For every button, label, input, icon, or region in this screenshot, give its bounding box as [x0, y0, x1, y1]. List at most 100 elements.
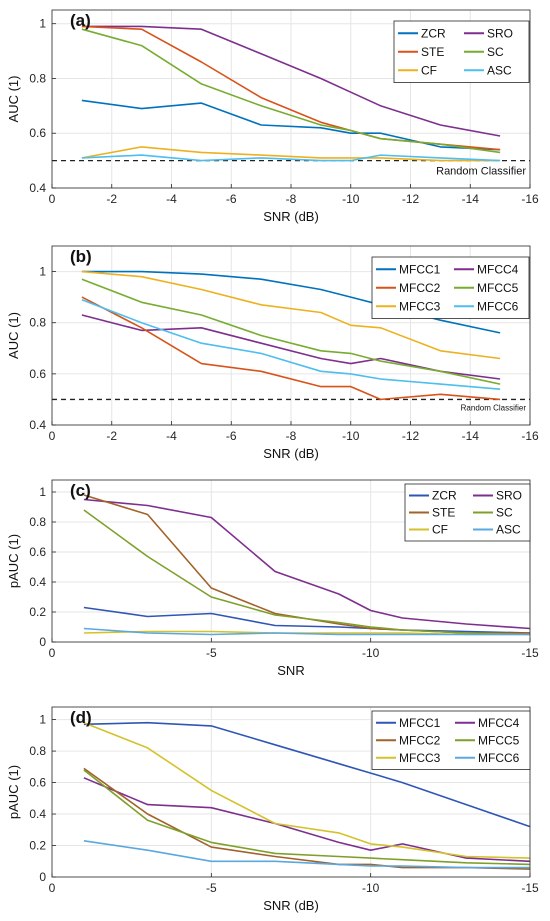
- y-tick-label: 0.6: [29, 367, 46, 381]
- x-tick-label: -16: [521, 429, 539, 443]
- legend: MFCC1 MFCC4 MFCC2 MFCC5 MFCC3 MFCC6: [371, 256, 530, 319]
- axes-box: [51, 479, 531, 643]
- random-classifier-label: Random Classifier: [461, 403, 527, 412]
- chart-b: Random Classifier 0 -2 -4 -6 -8 -10 -12 -14 -16 0.…: [6, 245, 539, 461]
- y-tick-label: 0.6: [29, 776, 46, 790]
- x-axis-label: SNR: [277, 663, 304, 678]
- legend-label-mfcc6: MFCC6: [477, 299, 519, 313]
- x-tick-label: -6: [226, 429, 237, 443]
- legend-label-ste: STE: [432, 506, 455, 520]
- y-tick-label: 1: [39, 713, 46, 727]
- series-line-mfcc1: [83, 721, 531, 828]
- x-axis-label: SNR (dB): [263, 446, 319, 461]
- panel-label: (a): [70, 11, 91, 30]
- y-axis-label: AUC (1): [6, 312, 21, 359]
- legend: ZCR SRO STE SC CF ASC: [404, 483, 531, 542]
- y-tick-label: 0: [39, 870, 46, 884]
- y-tick-label: 0.8: [29, 71, 46, 85]
- x-tick-label: 0: [49, 881, 56, 895]
- series-line-mfcc2: [81, 296, 501, 401]
- series-line-sc: [83, 509, 531, 636]
- y-tick-label: 0.4: [29, 575, 46, 589]
- x-tick-label: -5: [206, 881, 217, 895]
- series-line-asc: [83, 627, 530, 636]
- y-tick-label: 0.8: [29, 744, 46, 758]
- x-tick-label: -8: [286, 192, 297, 206]
- series-line-sro: [81, 25, 501, 137]
- legend-label-sc: SC: [496, 506, 513, 520]
- axes-box: [51, 706, 531, 878]
- x-tick-label: -4: [166, 192, 177, 206]
- legend-label-mfcc1: MFCC1: [399, 262, 441, 276]
- legend-label-cf: CF: [421, 63, 437, 77]
- legend-box: [371, 256, 530, 319]
- legend-label-mfcc1: MFCC1: [399, 716, 441, 730]
- series-line-mfcc6: [81, 298, 501, 390]
- series-line-asc: [81, 154, 501, 162]
- legend-label-ste: STE: [421, 45, 444, 59]
- panel-label: (c): [70, 481, 91, 500]
- y-tick-label: 0.8: [29, 316, 46, 330]
- x-tick-label: 0: [49, 429, 56, 443]
- x-tick-label: -2: [106, 429, 117, 443]
- x-tick-label: -12: [402, 192, 420, 206]
- chart-c: 0 -5 -10 -15 0 0.2 0.4 0.6 0.8 1 SNR pAUC (1) (c) ZCR…: [6, 479, 539, 678]
- chart-a: Random Classifier 0 -2 -4 -6 -8 -10 -12 -14 -16 0.…: [6, 9, 539, 224]
- legend-label-mfcc4: MFCC4: [478, 716, 520, 730]
- x-tick-label: -15: [521, 881, 539, 895]
- series-line-sro: [83, 498, 531, 630]
- series-line-mfcc3: [83, 721, 531, 859]
- legend-label-mfcc5: MFCC5: [478, 733, 520, 747]
- x-tick-label: -15: [521, 646, 539, 660]
- y-tick-label: 1: [39, 485, 46, 499]
- legend-label-mfcc5: MFCC5: [477, 281, 519, 295]
- x-tick-label: -12: [402, 429, 420, 443]
- series-line-zcr: [83, 606, 531, 634]
- x-tick-label: -5: [206, 646, 217, 660]
- y-tick-label: 1: [39, 265, 46, 279]
- y-tick-label: 0.2: [29, 605, 46, 619]
- chart-d: 0 -5 -10 -15 0 0.2 0.4 0.6 0.8 1 SNR (dB) pAUC (1) (…: [6, 706, 539, 913]
- x-tick-label: -14: [462, 429, 480, 443]
- x-tick-label: -8: [286, 429, 297, 443]
- legend-label-mfcc6: MFCC6: [478, 751, 520, 765]
- series-line-mfcc3: [81, 270, 501, 360]
- legend: ZCR SRO STE SC CF ASC: [393, 20, 530, 83]
- random-classifier-label: Random Classifier: [436, 166, 526, 178]
- legend-label-sro: SRO: [496, 489, 522, 503]
- series-line-mfcc5: [83, 769, 531, 866]
- legend-label-sro: SRO: [487, 26, 513, 40]
- x-tick-label: 0: [49, 646, 56, 660]
- panel-label: (b): [70, 247, 92, 266]
- x-tick-label: -6: [226, 192, 237, 206]
- series-line-cf: [81, 146, 501, 162]
- legend-label-asc: ASC: [487, 63, 512, 77]
- legend: MFCC1 MFCC4 MFCC2 MFCC5 MFCC3 MFCC6: [371, 710, 531, 770]
- y-tick-label: 0.6: [29, 545, 46, 559]
- y-tick-label: 0.8: [29, 515, 46, 529]
- y-axis-label: AUC (1): [6, 76, 21, 123]
- y-tick-label: 0.4: [29, 181, 46, 195]
- series-line-mfcc6: [83, 840, 530, 869]
- x-tick-label: -10: [362, 646, 380, 660]
- y-axis-label: pAUC (1): [6, 534, 21, 588]
- legend-label-asc: ASC: [496, 523, 521, 537]
- y-tick-label: 0.6: [29, 126, 46, 140]
- y-tick-label: 0.2: [29, 839, 46, 853]
- series-line-sc: [81, 28, 501, 154]
- x-tick-label: -10: [362, 881, 380, 895]
- x-tick-label: -14: [462, 192, 480, 206]
- y-tick-label: 0.4: [29, 418, 46, 432]
- legend-label-mfcc4: MFCC4: [477, 262, 519, 276]
- legend-label-mfcc2: MFCC2: [399, 733, 441, 747]
- y-axis-label: pAUC (1): [6, 765, 21, 819]
- x-tick-label: -4: [166, 429, 177, 443]
- legend-label-mfcc2: MFCC2: [399, 281, 441, 295]
- y-tick-label: 0.4: [29, 807, 46, 821]
- y-tick-label: 1: [39, 17, 46, 31]
- legend-label-cf: CF: [432, 523, 448, 537]
- x-tick-label: -2: [106, 192, 117, 206]
- series-line-mfcc5: [81, 278, 501, 385]
- legend-label-mfcc3: MFCC3: [399, 299, 441, 313]
